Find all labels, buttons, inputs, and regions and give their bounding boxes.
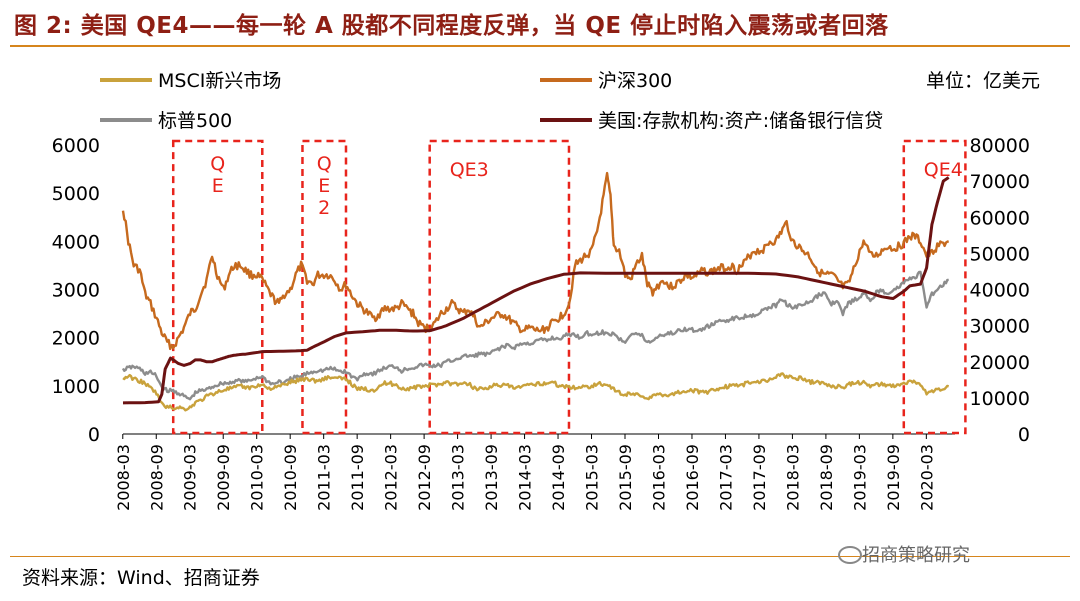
x-tick-label: 2008-09 [147,444,166,511]
y-right-tick-label: 0 [1018,424,1030,446]
y-right-tick-label: 60000 [970,207,1030,229]
x-tick-label: 2012-03 [382,444,401,511]
x-tick-label: 2017-03 [716,444,735,511]
y-left-tick-label: 1000 [52,376,100,398]
y-right-tick-label: 50000 [970,243,1030,265]
y-right-tick-label: 20000 [970,352,1030,374]
x-tick-label: 2019-09 [884,444,903,511]
x-tick-label: 2010-03 [248,444,267,511]
source-note: 资料来源：Wind、招商证券 [22,567,260,589]
qe-period-boxes: Q E Q E 2 QE3 QE4 [171,139,967,435]
x-tick-label: 2018-09 [817,444,836,511]
footer-divider [10,556,1070,557]
y-right-tick-label: 70000 [970,171,1030,193]
x-tick-label: 2012-09 [415,444,434,511]
y-left-tick-label: 0 [88,424,100,446]
qe-period-label: QE3 [450,159,489,181]
series-line-sp500 [121,270,949,401]
x-tick-label: 2016-03 [649,444,668,511]
y-right-tick-label: 40000 [970,280,1030,302]
x-tick-label: 2014-03 [516,444,535,511]
x-tick-label: 2018-03 [783,444,802,511]
x-tick-label: 2015-03 [583,444,602,511]
x-tick-label: 2011-03 [315,444,334,511]
y-right-tick-label: 30000 [970,316,1030,338]
legend-label: MSCI新兴市场 [158,70,281,92]
line-chart: 0100020003000400050006000010000200003000… [52,70,1040,511]
y-left-tick-label: 5000 [52,183,100,205]
wechat-icon [838,546,862,564]
axes-layer: 0100020003000400050006000010000200003000… [52,135,1030,511]
x-tick-label: 2009-09 [214,444,233,511]
qe-period-box [428,139,571,435]
x-tick-label: 2013-03 [449,444,468,511]
x-tick-label: 2013-09 [482,444,501,511]
unit-label: 单位：亿美元 [926,70,1040,92]
qe-period-box [171,139,264,435]
watermark: 招商策略研究 [862,545,970,566]
y-left-tick-label: 2000 [52,328,100,350]
y-left-tick-label: 6000 [52,135,100,157]
y-right-tick-label: 10000 [970,388,1030,410]
x-tick-label: 2015-09 [616,444,635,511]
y-left-tick-label: 3000 [52,280,100,302]
series-layer [121,171,950,412]
x-tick-label: 2009-03 [181,444,200,511]
qe-period-box [902,139,967,435]
x-tick-label: 2014-09 [549,444,568,511]
y-left-tick-label: 4000 [52,231,100,253]
y-right-tick-label: 80000 [970,135,1030,157]
legend-label: 美国:存款机构:资产:储备银行信贷 [598,110,883,132]
chart-title: 图 2: 美国 QE4——每一轮 A 股都不同程度反弹，当 QE 停止时陷入震荡… [14,13,889,39]
x-tick-label: 2011-09 [348,444,367,511]
x-tick-label: 2017-09 [750,444,769,511]
title-divider [10,45,1070,47]
legend-label: 标普500 [158,110,232,132]
x-tick-label: 2008-03 [114,444,133,511]
x-tick-label: 2019-03 [850,444,869,511]
series-line-hs300 [121,171,950,351]
legend: MSCI新兴市场 沪深300 标普500 美国:存款机构:资产:储备银行信贷 单位：亿美… [100,70,1040,132]
qe-period-label: QE4 [924,159,963,181]
legend-label: 沪深300 [598,70,672,92]
x-tick-label: 2020-03 [917,444,936,511]
x-tick-label: 2016-09 [683,444,702,511]
x-tick-label: 2010-09 [281,444,300,511]
series-line-msci [122,372,950,412]
series-line-reserves [122,176,950,405]
